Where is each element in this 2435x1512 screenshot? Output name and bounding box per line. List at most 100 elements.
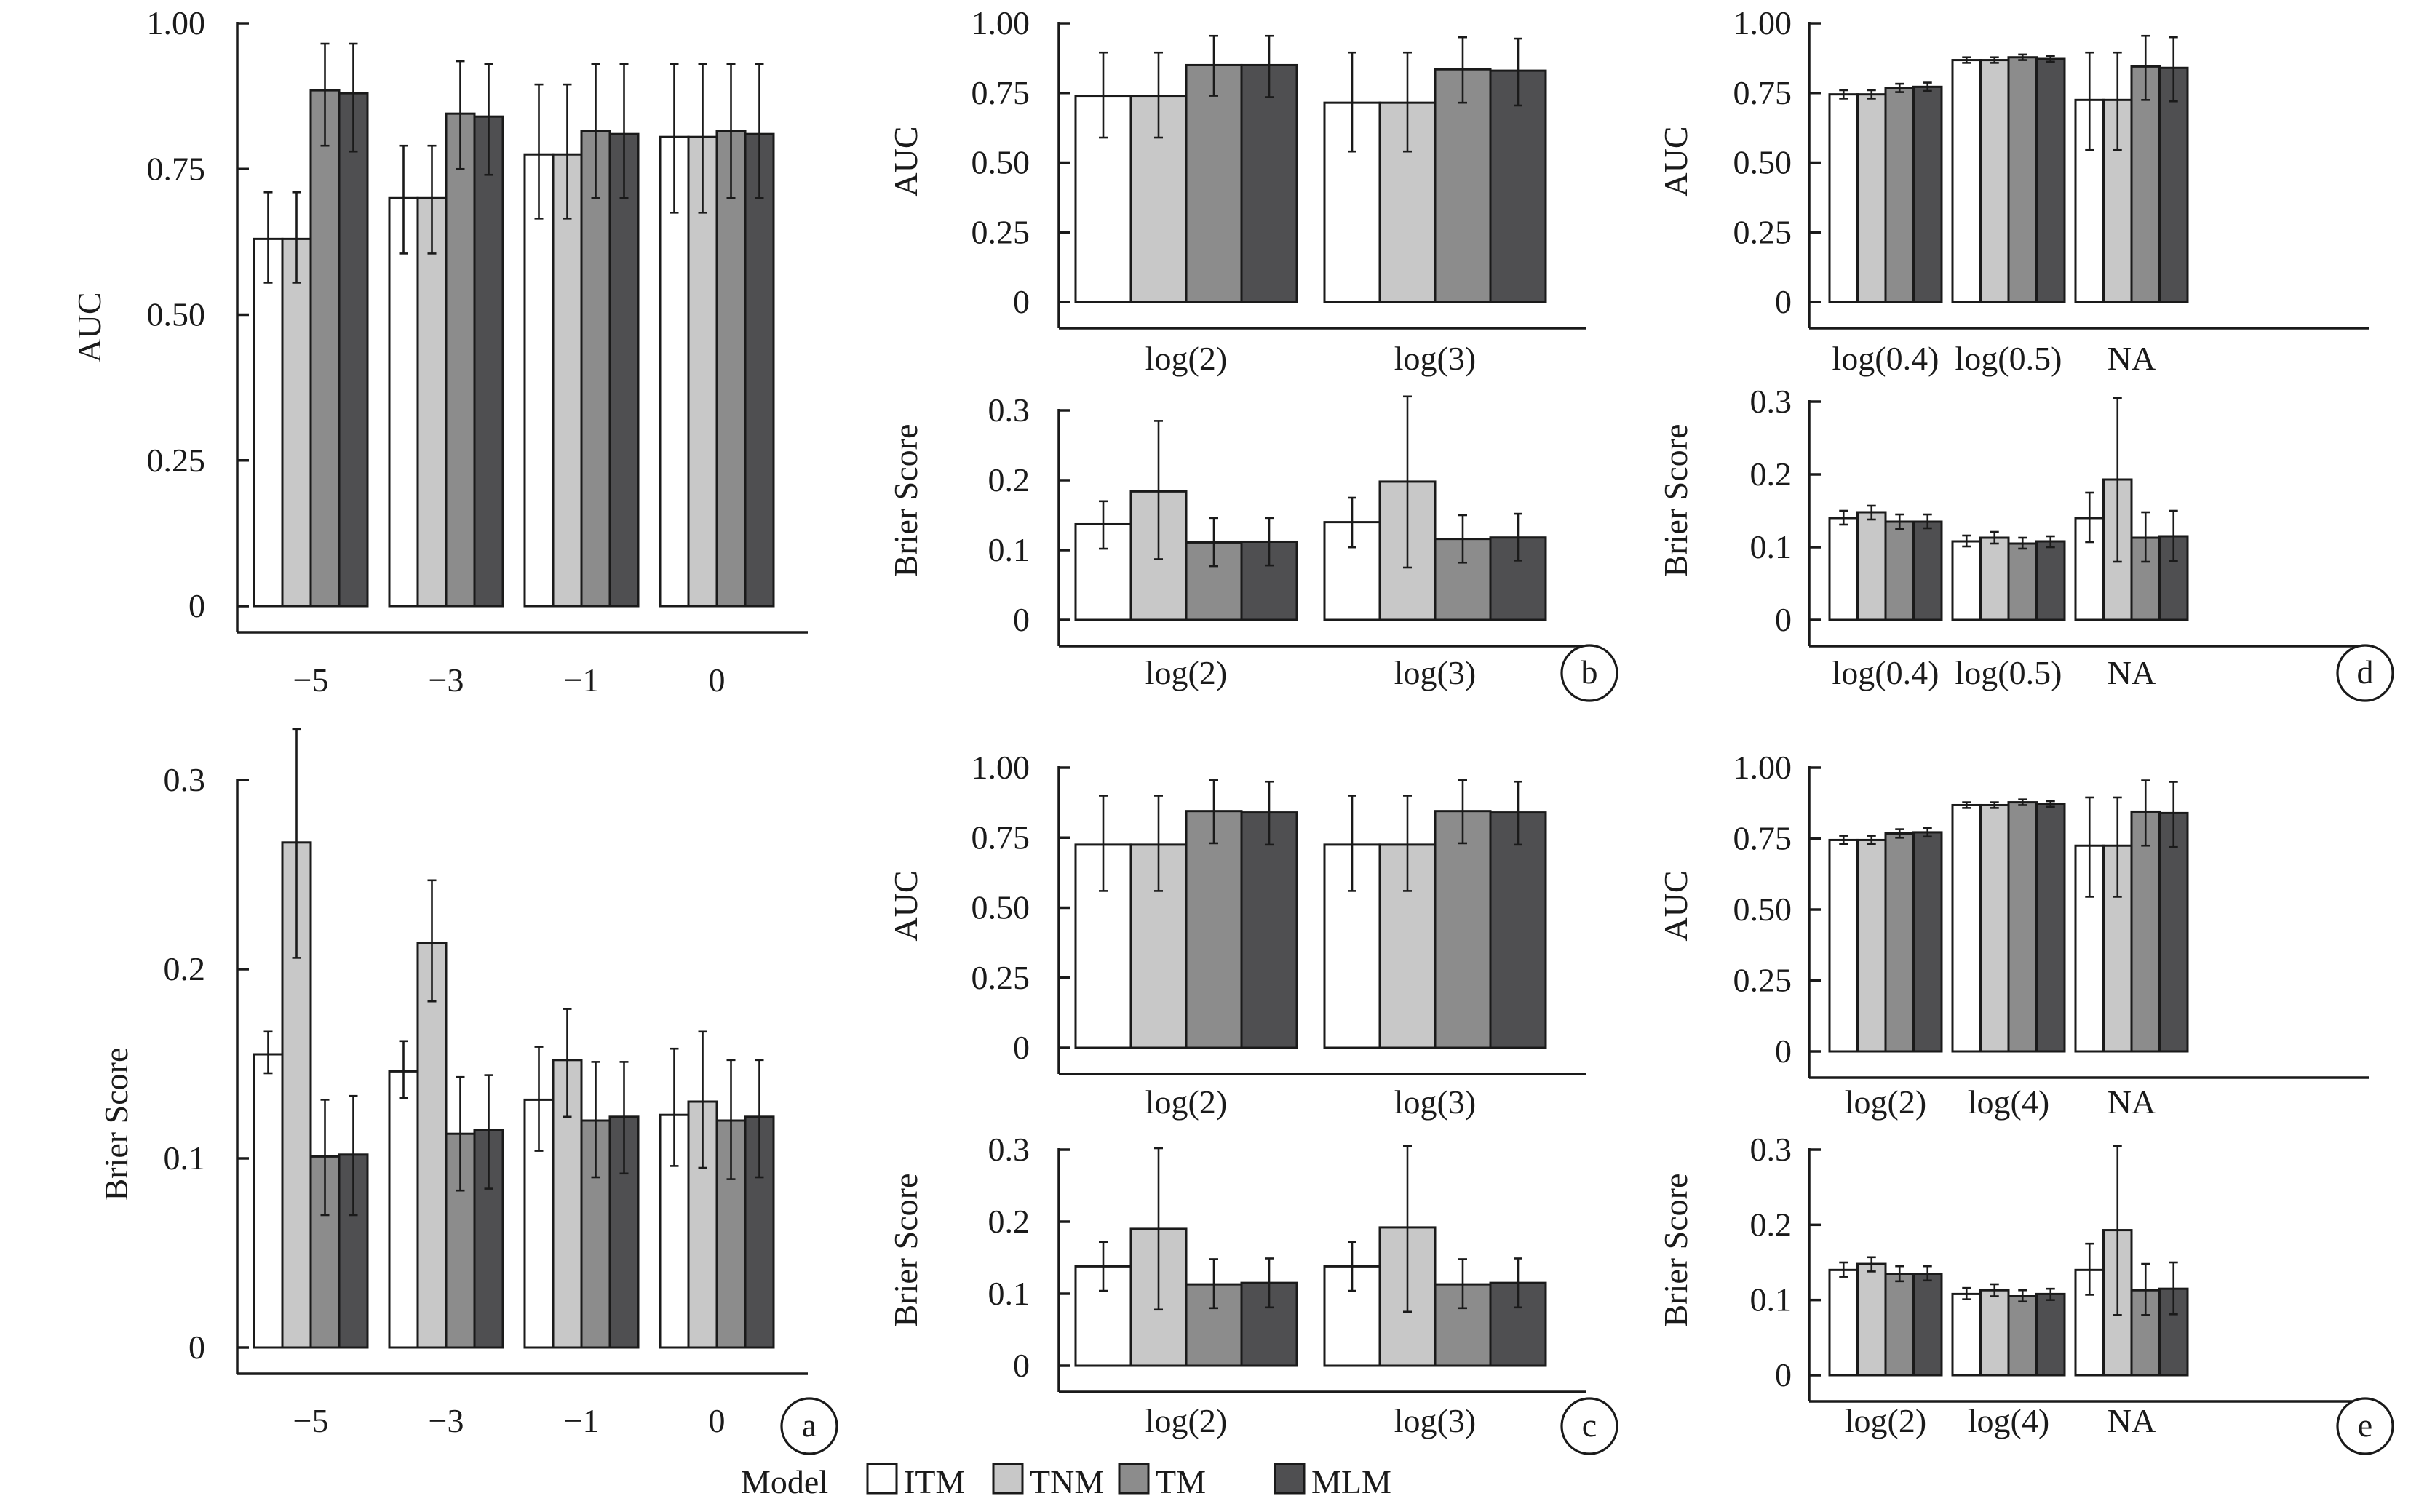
bar-itm: [1951, 59, 1982, 303]
y-tick-label: 0: [1775, 1032, 1792, 1070]
bar-mlm: [1912, 520, 1943, 621]
y-tick-label: 0: [1013, 283, 1030, 320]
bar-mlm: [1489, 811, 1547, 1049]
x-tick-label: −5: [293, 661, 329, 699]
bar-tm: [309, 89, 341, 608]
y-axis-label: Brier Score: [887, 1174, 924, 1327]
bar-tm: [580, 130, 611, 608]
panel-label-circle: [1560, 644, 1618, 702]
bar-mlm: [2035, 540, 2066, 621]
bar-tnm: [1856, 93, 1887, 303]
bar-tnm: [1856, 838, 1887, 1053]
bar-itm: [388, 1070, 419, 1349]
bar-mlm: [338, 1153, 369, 1349]
bar-tnm: [416, 942, 448, 1349]
y-tick-label: 1.00: [147, 4, 206, 41]
bar-mlm: [1912, 85, 1943, 303]
bar-tnm: [1856, 1262, 1887, 1377]
bar-tnm: [687, 135, 718, 608]
bar-itm: [1828, 1268, 1859, 1377]
x-tick-label: 0: [709, 661, 726, 699]
panel-label-circle: [2336, 1397, 2394, 1455]
y-tick-label: 0.25: [972, 213, 1030, 250]
legend-swatch-mlm: [1274, 1463, 1306, 1495]
bar-tm: [2007, 1295, 2038, 1377]
chart-panel-d-auc: 0 0.25 0.50 0.75 1.00 AUC log(0.4) log(0.5) NA: [1657, 4, 2369, 377]
y-tick-label: 0.25: [1733, 213, 1792, 250]
bar-itm: [253, 237, 284, 608]
y-tick-label: 0.50: [972, 144, 1030, 181]
legend-label-tm: TM: [1156, 1463, 1206, 1500]
legend-swatch-tnm: [992, 1463, 1024, 1495]
bar-mlm: [2158, 66, 2189, 303]
bar-mlm: [2035, 1292, 2066, 1377]
y-tick-label: 0.3: [1750, 1131, 1792, 1168]
y-tick-label: 0.50: [972, 889, 1030, 926]
bar-tm: [2130, 65, 2161, 303]
x-tick-label: log(2): [1145, 1083, 1227, 1121]
y-tick-label: 0.50: [147, 296, 206, 333]
x-tick-label: log(3): [1394, 1402, 1476, 1439]
y-tick-label: 1.00: [1733, 749, 1792, 786]
legend-label-mlm: MLM: [1311, 1463, 1391, 1500]
chart-panel-a-brier: 0 0.1 0.2 0.3 Brier Score −5 −3 −1 0 a: [98, 728, 838, 1455]
y-tick-label: 1.00: [1733, 4, 1792, 41]
bar-tm: [1434, 810, 1492, 1049]
x-tick-label: log(2): [1145, 1402, 1227, 1439]
y-tick-label: 0.3: [1750, 383, 1792, 420]
x-tick-label: NA: [2108, 340, 2156, 377]
bar-mlm: [473, 115, 504, 608]
y-tick-label: 0.75: [1733, 74, 1792, 111]
x-tick-label: log(4): [1968, 1083, 2049, 1121]
panels: 0 0.25 0.50 0.75 1.00 AUC −5 −3 −1 0 0 0.1 0.2 0.3 Bri…: [71, 4, 2394, 1455]
y-tick-label: 0: [1775, 283, 1792, 320]
bar-mlm: [2158, 811, 2189, 1053]
bar-tnm: [281, 237, 312, 608]
y-tick-label: 0.50: [1733, 144, 1792, 181]
bar-mlm: [1912, 1273, 1943, 1377]
y-tick-label: 1.00: [972, 749, 1030, 786]
bar-tm: [1434, 68, 1492, 303]
x-tick-label: log(0.4): [1832, 654, 1939, 691]
y-tick-label: 0.25: [1733, 962, 1792, 999]
bar-tnm: [1856, 511, 1887, 621]
y-tick-label: 0.1: [988, 1275, 1030, 1312]
x-tick-label: log(4): [1968, 1402, 2049, 1439]
bar-tnm: [552, 153, 583, 608]
bar-itm: [1951, 803, 1982, 1053]
y-axis-label: Brier Score: [98, 1048, 135, 1201]
y-tick-label: 0.25: [147, 442, 206, 479]
panel-label: e: [2358, 1406, 2372, 1444]
bar-itm: [253, 1053, 284, 1349]
panel-label: b: [1581, 653, 1598, 691]
bar-tm: [1884, 832, 1915, 1053]
y-axis-label: AUC: [1657, 870, 1694, 941]
chart-panel-d-brier: 0 0.1 0.2 0.3 Brier Score log(0.4) log(0.5) NA d: [1657, 383, 2394, 702]
y-axis-label: Brier Score: [1657, 1174, 1694, 1327]
y-tick-label: 0.3: [988, 391, 1030, 429]
bar-itm: [1951, 540, 1982, 621]
y-tick-label: 0: [1775, 601, 1792, 638]
x-tick-label: log(2): [1845, 1083, 1926, 1121]
y-tick-label: 0: [1775, 1356, 1792, 1393]
bar-tm: [715, 130, 747, 608]
bar-tnm: [2102, 844, 2133, 1053]
y-tick-label: 0.25: [972, 959, 1030, 996]
panel-label-circle: [1560, 1397, 1618, 1455]
x-tick-label: log(2): [1145, 654, 1227, 691]
bar-tm: [1185, 63, 1243, 303]
y-axis-label: Brier Score: [887, 424, 924, 578]
y-tick-label: 0.2: [988, 461, 1030, 498]
x-tick-label: NA: [2108, 654, 2156, 691]
bar-mlm: [1489, 69, 1547, 303]
bar-tm: [1884, 520, 1915, 621]
chart-panel-b-auc: 0 0.25 0.50 0.75 1.00 AUC log(2) log(3): [887, 4, 1586, 377]
x-tick-label: NA: [2108, 1083, 2156, 1121]
legend-label-itm: ITM: [904, 1463, 965, 1500]
legend: Model ITM TNM TM MLM: [741, 1463, 1391, 1500]
x-tick-label: −3: [429, 661, 464, 699]
y-axis-label: AUC: [71, 292, 108, 362]
chart-panel-c-auc: 0 0.25 0.50 0.75 1.00 AUC log(2) log(3): [887, 749, 1586, 1121]
bar-tm: [2007, 542, 2038, 621]
y-tick-label: 0.75: [1733, 820, 1792, 857]
